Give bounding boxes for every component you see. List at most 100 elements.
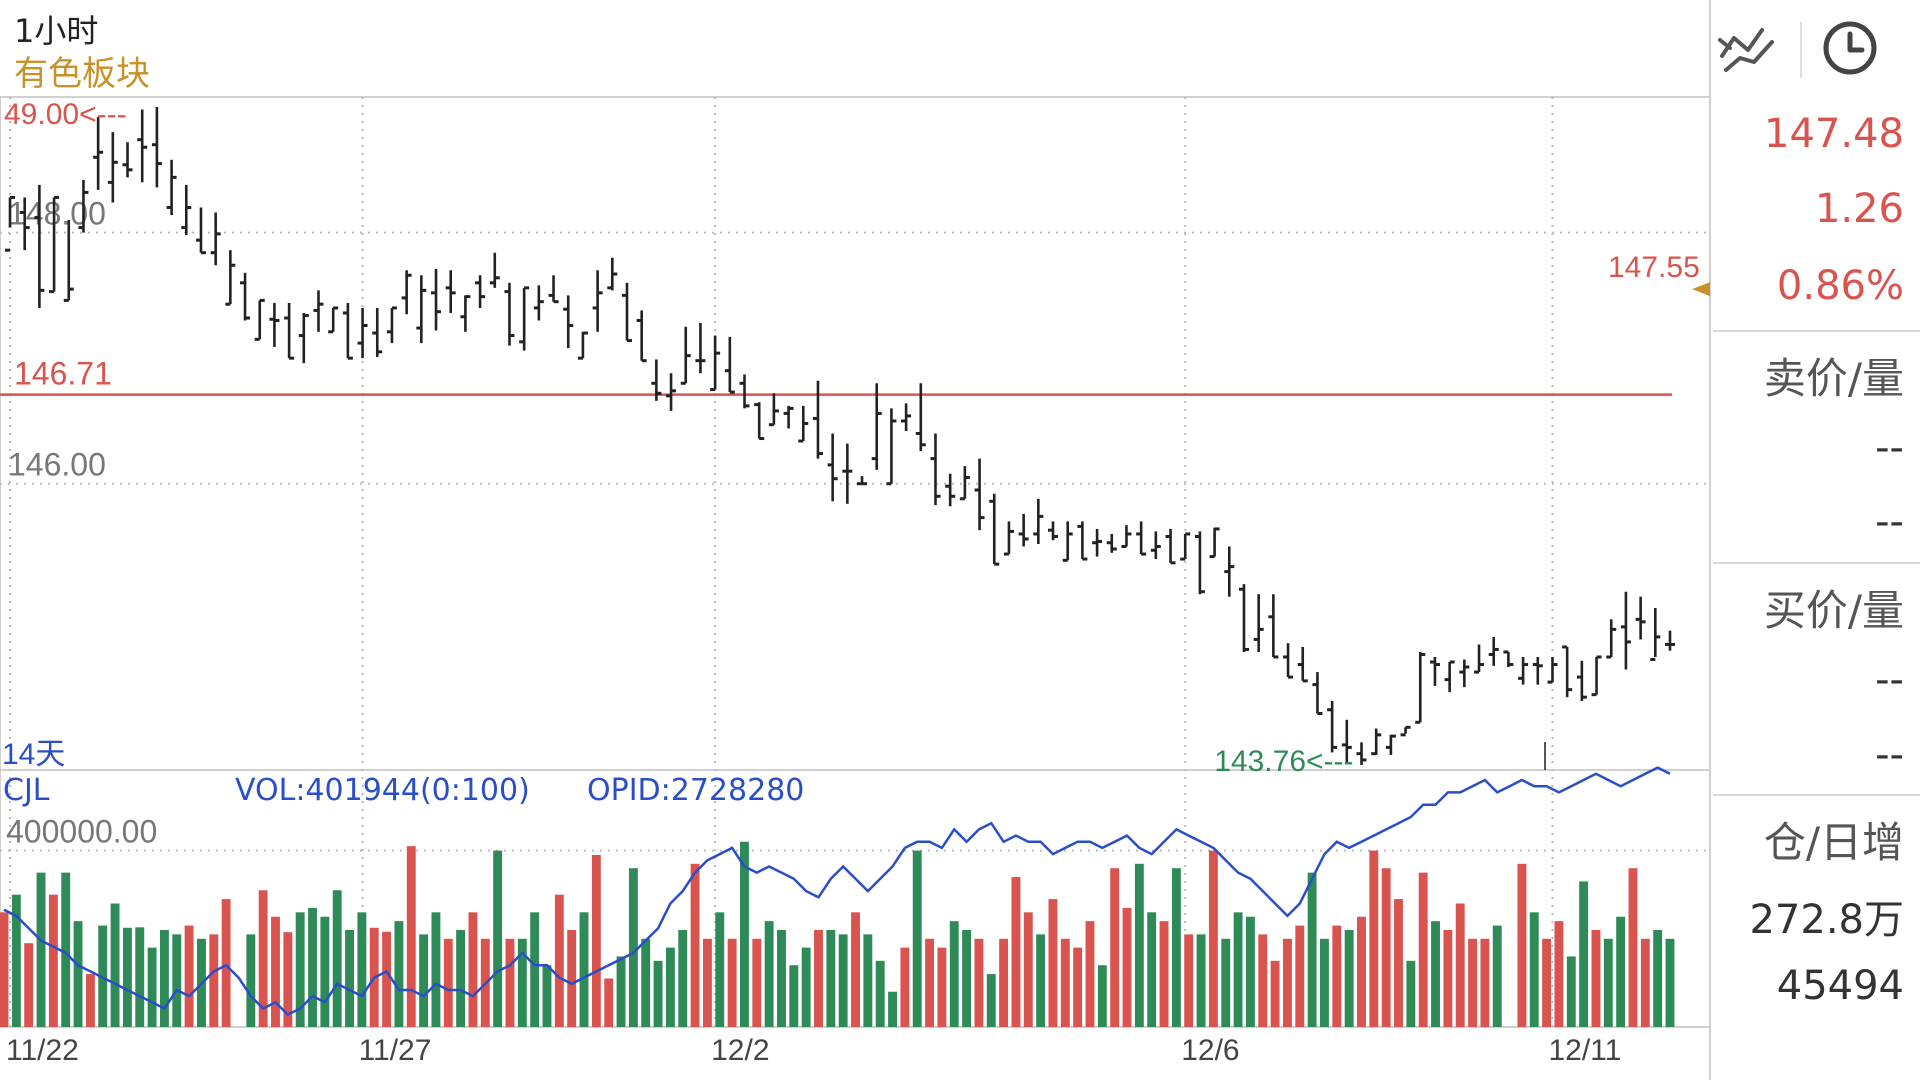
volume-bar — [1480, 938, 1490, 1027]
volume-bar — [702, 938, 712, 1027]
volume-bar — [456, 929, 466, 1027]
volume-bar — [172, 934, 182, 1027]
volume-bar — [912, 850, 922, 1027]
low-marker-label: 143.76<--- — [1214, 745, 1353, 778]
volume-bar — [73, 921, 83, 1027]
volume-bar — [1640, 938, 1650, 1027]
volume-bar — [184, 925, 194, 1027]
volume-bar — [554, 894, 564, 1027]
volume-bar — [295, 912, 305, 1027]
volume-bar — [1529, 912, 1539, 1027]
sidebar-divider — [1713, 330, 1920, 332]
volume-bar — [616, 956, 626, 1027]
high-marker-label: 49.00<--- — [4, 98, 127, 131]
volume-bar — [345, 929, 354, 1027]
volume-bar — [567, 929, 577, 1027]
volume-bar — [1468, 938, 1477, 1027]
volume-bar — [1245, 916, 1255, 1027]
volume-bar — [1455, 903, 1465, 1027]
volume-bar — [1208, 850, 1218, 1027]
volume-bar — [1394, 899, 1403, 1027]
volume-bar — [851, 912, 860, 1027]
ask-volume: -- — [1875, 499, 1904, 545]
volume-bar — [999, 938, 1009, 1027]
volume-bar — [1196, 934, 1206, 1027]
volume-bar — [159, 929, 169, 1027]
volume-bar — [1184, 934, 1194, 1027]
volume-bar — [1579, 881, 1589, 1027]
volume-bar — [221, 899, 231, 1027]
volume-bar — [147, 947, 157, 1027]
volume-bar — [579, 912, 589, 1027]
volume-bar — [764, 921, 774, 1027]
volume-bar — [974, 938, 984, 1027]
volume-bar — [122, 927, 132, 1027]
volume-bar — [110, 903, 120, 1027]
x-tick-label: 12/11 — [1548, 1034, 1621, 1067]
volume-bar — [517, 938, 527, 1027]
price-change: 1.26 — [1814, 186, 1904, 232]
volume-bar — [24, 943, 34, 1027]
volume-bar — [308, 907, 317, 1027]
volume-bar — [1036, 934, 1046, 1027]
volume-bar — [1665, 938, 1675, 1027]
open-interest: 272.8万 — [1749, 897, 1904, 943]
volume-bar — [85, 974, 95, 1027]
trend-lines-icon[interactable] — [1712, 12, 1784, 84]
ask-label: 卖价/量 — [1763, 354, 1904, 403]
volume-bar — [826, 929, 836, 1027]
x-tick-label: 11/27 — [359, 1034, 432, 1067]
volume-bar — [468, 912, 478, 1027]
volume-bar — [382, 931, 392, 1027]
volume-bar — [1554, 921, 1564, 1027]
volume-bar — [653, 960, 663, 1027]
volume-bar — [1517, 863, 1527, 1027]
volume-bar — [1591, 929, 1601, 1027]
volume-bar — [1073, 947, 1083, 1027]
volume-bar — [431, 912, 441, 1027]
volume-bar — [394, 921, 404, 1027]
indicator-name: CJL — [3, 773, 50, 808]
volume-bar — [1282, 938, 1292, 1027]
ask-price: -- — [1875, 425, 1904, 471]
x-tick-label: 11/22 — [6, 1034, 79, 1067]
volume-bar — [135, 927, 145, 1027]
volume-bar — [1369, 850, 1379, 1027]
volume-bar — [1431, 921, 1440, 1027]
volume-bar — [11, 894, 21, 1027]
volume-bar — [1011, 877, 1021, 1027]
volume-bar — [271, 916, 280, 1027]
volume-bar — [1171, 868, 1181, 1027]
volume-bar — [628, 868, 638, 1027]
clock-icon[interactable] — [1814, 12, 1886, 84]
volume-bar — [1023, 912, 1033, 1027]
volume-bar — [888, 991, 897, 1027]
volume-bar — [727, 938, 737, 1027]
volume-bar — [1097, 965, 1107, 1027]
volume-bar — [1048, 899, 1058, 1027]
volume-bar — [1566, 956, 1576, 1027]
volume-bar — [1233, 912, 1243, 1027]
volume-bar — [838, 934, 848, 1027]
volume-bar — [1492, 925, 1502, 1027]
volume-bar — [1406, 960, 1416, 1027]
volume-bar — [493, 850, 503, 1027]
volume-bar — [1418, 872, 1428, 1027]
volume-bar — [505, 938, 515, 1027]
volume-bar — [0, 912, 9, 1027]
clock-svg — [1823, 21, 1877, 75]
y-tick-label: 146.00 — [8, 447, 106, 483]
volume-bar — [1085, 921, 1095, 1027]
x-tick-label: 12/2 — [711, 1034, 769, 1067]
volume-bar — [61, 872, 71, 1027]
trend-lines-svg — [1718, 28, 1774, 72]
indicator-opid: OPID:2728280 — [587, 773, 805, 808]
bid-label: 买价/量 — [1763, 586, 1904, 635]
period-label: 14天 — [2, 738, 65, 771]
volume-bar — [542, 965, 552, 1027]
volume-bar — [875, 960, 885, 1027]
volume-bar — [962, 929, 972, 1027]
volume-bar — [641, 938, 651, 1027]
reference-line-label: 146.71 — [14, 356, 112, 392]
